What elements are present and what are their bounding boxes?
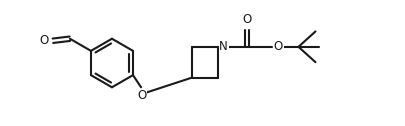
Text: O: O [40,34,49,47]
Text: N: N [219,40,227,53]
Text: O: O [242,13,251,26]
Text: O: O [273,40,282,53]
Text: O: O [137,89,146,102]
